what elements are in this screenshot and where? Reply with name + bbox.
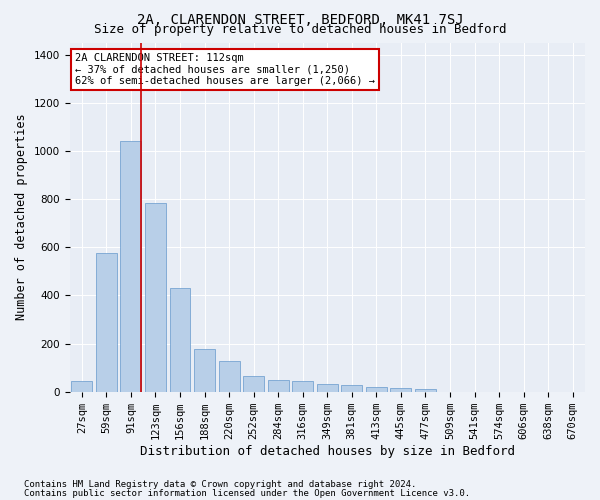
Bar	[121, 141, 142, 392]
Text: Contains public sector information licensed under the Open Government Licence v3: Contains public sector information licen…	[24, 488, 470, 498]
Bar	[145, 202, 166, 392]
Bar	[170, 288, 190, 392]
Text: 2A CLARENDON STREET: 112sqm
← 37% of detached houses are smaller (1,250)
62% of : 2A CLARENDON STREET: 112sqm ← 37% of det…	[74, 53, 374, 86]
Bar	[317, 384, 338, 392]
Bar	[96, 253, 117, 392]
Bar	[366, 387, 387, 392]
Bar	[194, 349, 215, 392]
Bar	[218, 361, 239, 392]
Bar	[243, 376, 264, 392]
Y-axis label: Number of detached properties: Number of detached properties	[15, 114, 28, 320]
Text: Contains HM Land Registry data © Crown copyright and database right 2024.: Contains HM Land Registry data © Crown c…	[24, 480, 416, 489]
Bar	[341, 385, 362, 392]
X-axis label: Distribution of detached houses by size in Bedford: Distribution of detached houses by size …	[140, 444, 515, 458]
Bar	[71, 381, 92, 392]
Bar	[292, 381, 313, 392]
Bar	[415, 389, 436, 392]
Bar	[391, 388, 412, 392]
Text: Size of property relative to detached houses in Bedford: Size of property relative to detached ho…	[94, 22, 506, 36]
Bar	[268, 380, 289, 392]
Text: 2A, CLARENDON STREET, BEDFORD, MK41 7SJ: 2A, CLARENDON STREET, BEDFORD, MK41 7SJ	[137, 12, 463, 26]
